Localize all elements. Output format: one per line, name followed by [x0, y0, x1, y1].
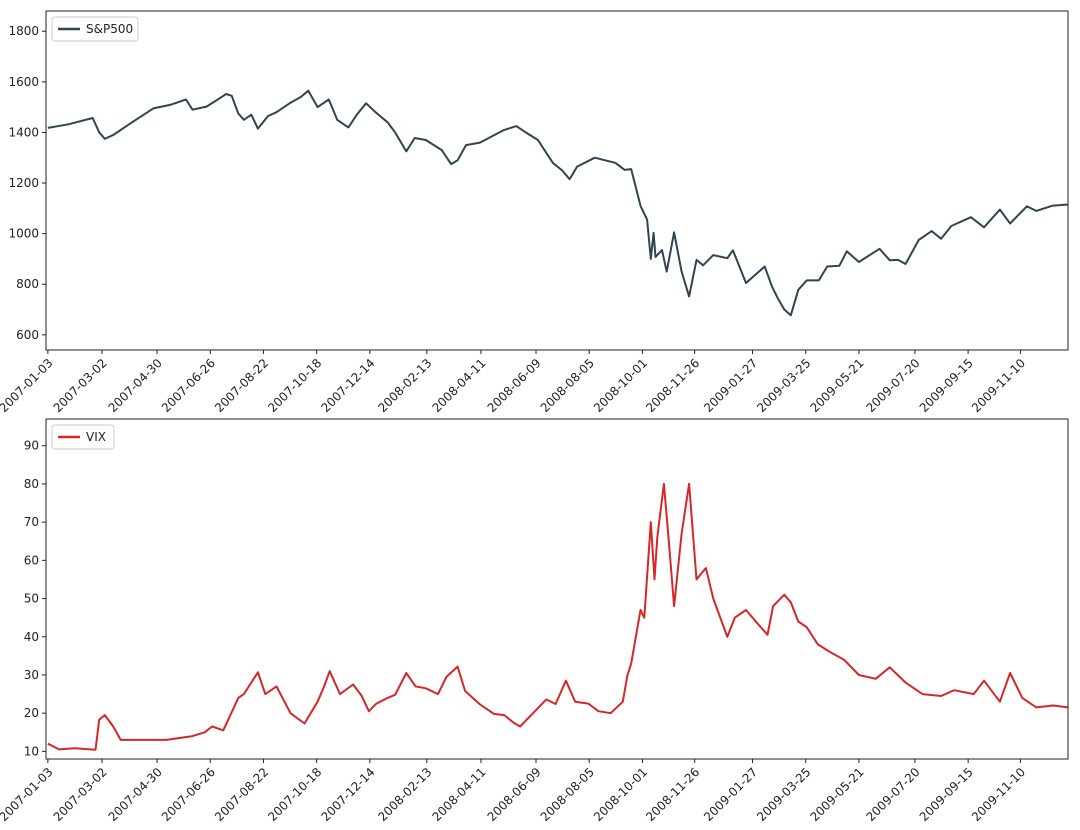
sp500-x-tick-label: 2009-03-25: [754, 356, 813, 415]
vix-x-tick-label: 2009-11-10: [969, 765, 1028, 824]
sp500-x-tick-label: 2009-05-21: [807, 356, 866, 415]
vix-chart-panel: 1020304050607080902007-01-032007-03-0220…: [0, 418, 1069, 824]
sp500-x-tick-label: 2007-10-18: [265, 356, 324, 415]
sp500-x-tick-label: 2008-06-09: [485, 356, 544, 415]
sp500-x-tick-label: 2009-01-27: [701, 356, 760, 415]
sp500-axes-frame: [45, 10, 1069, 351]
vix-x-tick-label: 2008-02-13: [375, 765, 434, 824]
sp500-x-tick-label: 2007-01-03: [0, 356, 56, 415]
sp500-y-tick-label: 1600: [8, 75, 39, 89]
sp500-y-tick-label: 1200: [8, 176, 39, 190]
vix-x-tick-label: 2007-10-18: [265, 765, 324, 824]
sp500-x-tick-label: 2007-12-14: [318, 356, 377, 415]
vix-x-tick-label: 2009-03-25: [754, 765, 813, 824]
vix-y-tick-label: 10: [24, 744, 39, 758]
sp500-legend-label: S&P500: [86, 22, 133, 36]
vix-x-tick-label: 2007-06-26: [159, 765, 218, 824]
sp500-x-tick-label: 2008-10-01: [591, 356, 650, 415]
sp500-x-tick-label: 2009-11-10: [969, 356, 1028, 415]
vix-y-tick-label: 50: [24, 592, 39, 606]
sp500-chart-panel: 600800100012001400160018002007-01-032007…: [0, 10, 1069, 415]
vix-x-tick-label: 2007-12-14: [318, 765, 377, 824]
vix-plot-area: [46, 419, 1068, 759]
sp500-y-tick-label: 1000: [8, 227, 39, 241]
vix-x-tick-label: 2007-08-22: [212, 765, 271, 824]
vix-axes-frame: [45, 418, 1069, 760]
sp500-y-tick-label: 600: [16, 328, 39, 342]
vix-x-tick-label: 2009-07-20: [863, 765, 922, 824]
sp500-x-tick-label: 2007-04-30: [106, 356, 165, 415]
sp500-x-tick-label: 2009-07-20: [863, 356, 922, 415]
vix-x-tick-label: 2007-04-30: [106, 765, 165, 824]
sp500-x-tick-label: 2008-11-26: [643, 356, 702, 415]
vix-x-tick-label: 2009-09-15: [917, 765, 976, 824]
vix-y-tick-label: 30: [24, 668, 39, 682]
sp500-x-tick-label: 2008-02-13: [375, 356, 434, 415]
sp500-legend: S&P500: [51, 16, 139, 42]
sp500-y-tick-label: 800: [16, 277, 39, 291]
vix-x-tick-label: 2009-01-27: [701, 765, 760, 824]
sp500-y-tick-label: 1800: [8, 24, 39, 38]
vix-legend-label: VIX: [86, 430, 106, 444]
vix-legend: VIX: [51, 424, 115, 450]
vix-y-tick-label: 60: [24, 553, 39, 567]
vix-x-tick-label: 2007-01-03: [0, 765, 56, 824]
sp500-series-line: [47, 89, 1069, 317]
sp500-legend-box: [51, 16, 139, 42]
vix-y-tick-label: 90: [24, 439, 39, 453]
vix-y-tick-label: 70: [24, 515, 39, 529]
sp500-x-tick-label: 2008-04-11: [429, 356, 488, 415]
sp500-x-tick-label: 2009-09-15: [917, 356, 976, 415]
vix-x-tick-label: 2008-11-26: [643, 765, 702, 824]
vix-legend-box: [51, 424, 115, 450]
sp500-y-tick-label: 1400: [8, 125, 39, 139]
sp500-x-tick-label: 2007-03-02: [51, 356, 110, 415]
vix-series-line: [47, 482, 1069, 751]
sp500-plot-area: [46, 11, 1068, 350]
vix-y-tick-label: 40: [24, 630, 39, 644]
sp500-x-tick-label: 2007-06-26: [159, 356, 218, 415]
vix-x-tick-label: 2009-05-21: [807, 765, 866, 824]
vix-x-tick-label: 2008-10-01: [591, 765, 650, 824]
sp500-x-tick-label: 2008-08-05: [538, 356, 597, 415]
vix-x-tick-label: 2008-06-09: [485, 765, 544, 824]
vix-x-tick-label: 2008-08-05: [538, 765, 597, 824]
vix-x-tick-label: 2007-03-02: [51, 765, 110, 824]
vix-x-tick-label: 2008-04-11: [429, 765, 488, 824]
vix-y-tick-label: 20: [24, 706, 39, 720]
sp500-x-tick-label: 2007-08-22: [212, 356, 271, 415]
vix-y-tick-label: 80: [24, 477, 39, 491]
